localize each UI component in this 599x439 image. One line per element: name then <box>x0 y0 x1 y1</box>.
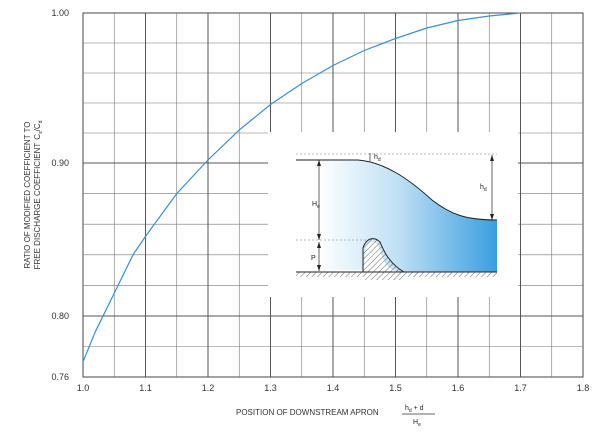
y-tick-labels: 0.76 0.80 0.90 1.00 <box>51 8 69 382</box>
x-axis-title: POSITION OF DOWNSTREAM APRON <box>236 408 379 417</box>
x-axis-fraction-denominator: He <box>413 419 421 428</box>
x-tick-label: 1.0 <box>77 383 90 393</box>
inset-label-hd-small: hd <box>374 154 381 163</box>
inset-label-hd: hd <box>480 184 487 193</box>
inset-water <box>318 160 497 272</box>
y-axis-title-line2: FREE DISCHARGE COEFFICIENTCs/Cd <box>33 120 44 269</box>
hd-arrow-bottom <box>490 214 494 220</box>
y-tick-label: 0.90 <box>51 158 69 168</box>
x-tick-label: 1.3 <box>264 383 277 393</box>
x-tick-labels: 1.0 1.1 1.2 1.3 1.4 1.5 1.6 1.7 1.8 <box>77 383 590 393</box>
y-axis-title-line1: RATIO OF MODIFIED COEFFICIENT TO <box>23 122 32 269</box>
inset-water-surface <box>296 159 498 221</box>
he-arrow-top <box>317 160 321 166</box>
p-arrow-top <box>317 242 321 248</box>
inset-label-p: P <box>311 255 316 262</box>
inset-weir-body <box>362 238 406 273</box>
series-group <box>82 12 521 363</box>
y-tick-label: 0.76 <box>51 372 69 382</box>
x-tick-label: 1.6 <box>452 383 465 393</box>
hd-arrow-top <box>490 155 494 161</box>
x-tick-label: 1.2 <box>202 383 215 393</box>
p-arrow-bottom <box>317 265 321 271</box>
y-tick-label: 1.00 <box>51 8 69 18</box>
inset-label-he: He <box>312 201 320 210</box>
x-tick-label: 1.8 <box>577 383 590 393</box>
he-arrow-bottom <box>317 234 321 240</box>
x-tick-label: 1.5 <box>389 383 402 393</box>
x-tick-label: 1.4 <box>327 383 340 393</box>
y-tick-label: 0.80 <box>51 311 69 321</box>
x-axis-label: POSITION OF DOWNSTREAM APRON hd + d He <box>236 405 435 428</box>
inset-upstream-floor-hatch <box>296 272 363 277</box>
x-tick-label: 1.1 <box>139 383 152 393</box>
inset-apron-block <box>363 272 404 280</box>
x-tick-label: 1.7 <box>514 383 527 393</box>
x-axis-fraction-numerator: hd + d <box>405 405 424 414</box>
y-axis-label: RATIO OF MODIFIED COEFFICIENT TO FREE DI… <box>23 120 44 269</box>
series-line <box>82 12 521 363</box>
inset-apron-floor-hatch <box>404 272 497 277</box>
spillway-inset-diagram: hd hd He P <box>268 132 518 297</box>
y-axis-title-line2-text: FREE DISCHARGE COEFFICIENT <box>33 143 42 270</box>
